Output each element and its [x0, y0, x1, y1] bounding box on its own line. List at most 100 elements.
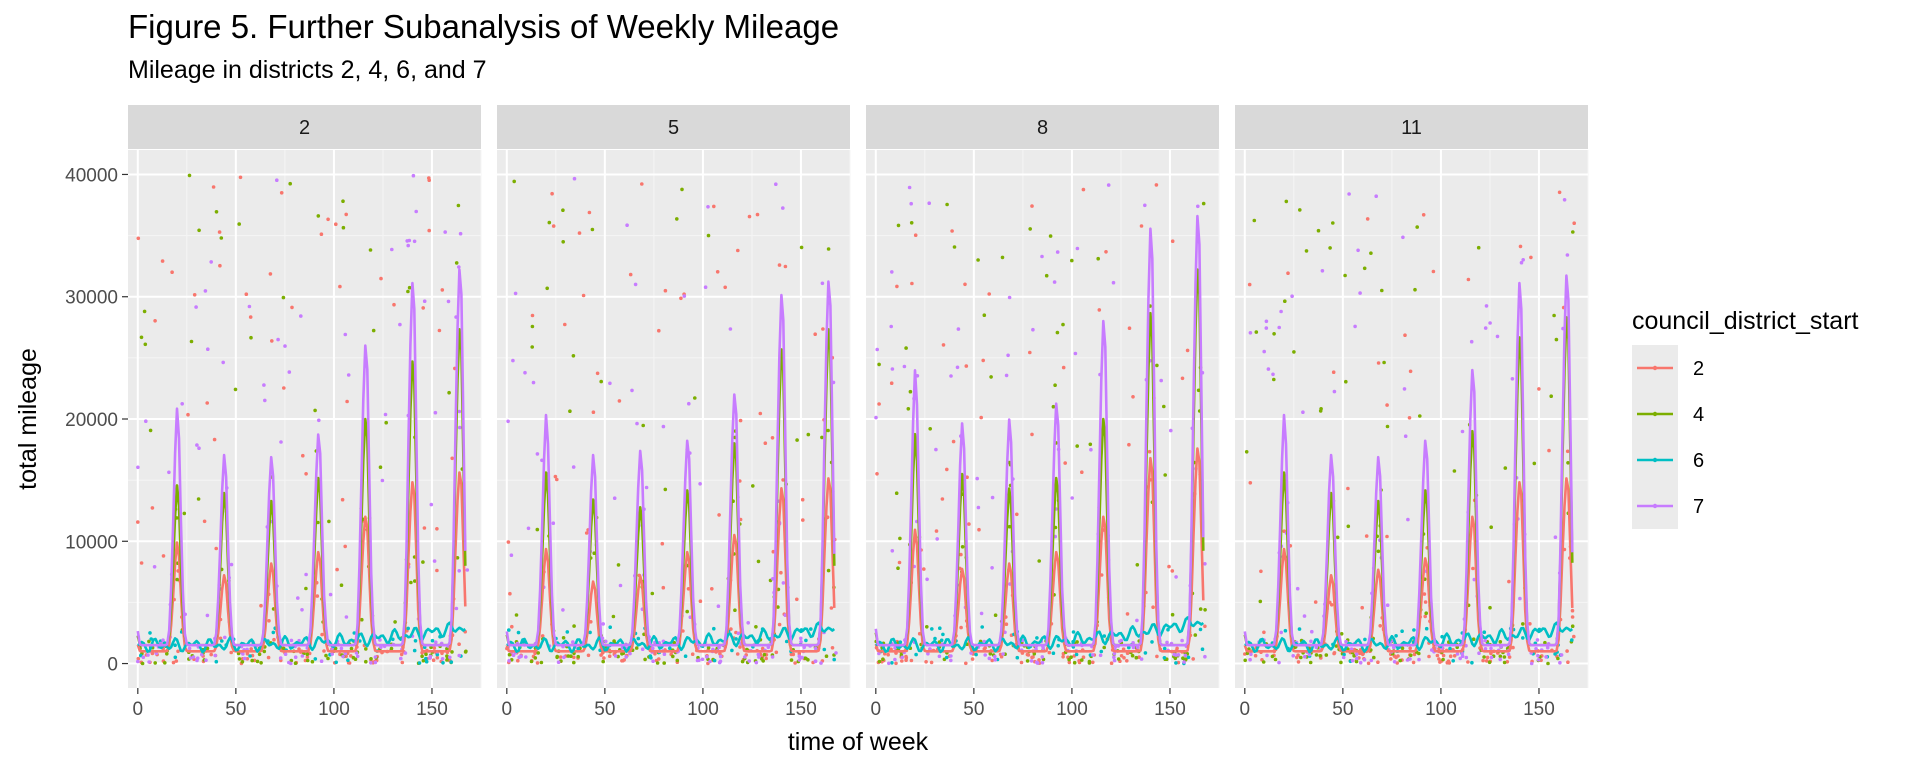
data-point-7 [630, 388, 634, 393]
data-point-7 [195, 658, 199, 663]
data-point-7 [698, 482, 702, 486]
data-point-4 [620, 652, 624, 656]
data-point-7 [1385, 603, 1390, 607]
data-point-6 [1162, 656, 1167, 660]
data-point-2 [1137, 655, 1141, 659]
data-point-4 [219, 236, 224, 240]
data-point-7 [300, 654, 305, 658]
data-point-7 [1264, 319, 1269, 324]
data-point-6 [1400, 629, 1404, 633]
data-point-2 [1507, 655, 1512, 659]
data-point-4 [288, 181, 293, 186]
data-point-7 [283, 344, 287, 348]
data-point-2 [1167, 564, 1171, 569]
data-point-6 [173, 643, 177, 647]
data-point-4 [795, 438, 799, 442]
data-point-2 [934, 529, 939, 533]
data-point-7 [1007, 295, 1012, 300]
data-point-2 [153, 319, 157, 323]
data-point-7 [458, 231, 463, 236]
data-point-2 [1030, 655, 1034, 660]
data-point-2 [1485, 655, 1490, 660]
data-point-2 [1518, 244, 1523, 249]
data-point-7 [144, 419, 148, 424]
data-point-7 [319, 659, 324, 663]
facet-strip-label: 11 [1401, 117, 1422, 139]
data-point-7 [299, 314, 303, 318]
data-point-4 [305, 658, 310, 663]
data-point-7 [716, 604, 721, 608]
data-point-7 [448, 655, 452, 660]
data-point-4 [672, 640, 676, 645]
data-point-4 [693, 396, 697, 400]
data-point-7 [457, 653, 462, 658]
data-point-2 [793, 661, 797, 665]
data-point-4 [799, 245, 804, 250]
data-point-7 [373, 660, 378, 665]
data-point-4 [512, 179, 516, 184]
data-point-7 [1506, 652, 1511, 657]
data-point-7 [893, 657, 897, 662]
data-point-2 [334, 222, 338, 226]
data-point-2 [1151, 605, 1155, 609]
data-point-6 [346, 658, 350, 662]
data-point-4 [1546, 661, 1550, 666]
data-point-2 [653, 652, 657, 656]
data-point-4 [143, 342, 148, 347]
data-point-4 [289, 658, 294, 663]
data-point-4 [1193, 633, 1198, 637]
data-point-6 [516, 630, 521, 635]
data-point-7 [601, 622, 605, 626]
data-point-4 [662, 661, 666, 665]
data-point-2 [964, 661, 968, 666]
data-point-7 [1271, 372, 1275, 377]
data-point-7 [289, 661, 293, 666]
data-point-4 [1173, 656, 1178, 661]
data-point-7 [890, 367, 895, 371]
data-point-7 [1277, 660, 1281, 665]
data-point-7 [229, 562, 234, 567]
data-point-2 [248, 315, 253, 319]
data-point-6 [668, 646, 672, 650]
data-point-2 [783, 264, 788, 269]
data-point-7 [195, 443, 199, 447]
data-point-7 [180, 402, 184, 406]
data-point-4 [1400, 646, 1405, 650]
x-tick-label: 150 [1154, 699, 1186, 720]
data-point-2 [679, 296, 683, 301]
data-point-4 [313, 408, 317, 413]
data-point-7 [1303, 654, 1307, 659]
data-point-4 [566, 654, 571, 658]
data-point-7 [1174, 575, 1178, 579]
data-point-7 [1477, 651, 1481, 655]
data-point-7 [440, 657, 445, 661]
data-point-7 [1483, 647, 1488, 651]
data-point-4 [1409, 653, 1413, 658]
data-point-6 [352, 631, 357, 635]
data-point-4 [316, 214, 321, 218]
data-point-7 [1341, 655, 1346, 660]
data-point-7 [746, 621, 750, 625]
data-point-4 [1184, 657, 1188, 661]
data-point-4 [237, 222, 241, 226]
data-point-7 [1309, 639, 1313, 644]
data-point-2 [970, 657, 975, 661]
data-point-6 [832, 657, 836, 662]
data-point-7 [289, 638, 294, 643]
data-point-7 [987, 656, 992, 661]
data-point-7 [1106, 183, 1111, 187]
data-point-2 [171, 660, 176, 665]
data-point-4 [1075, 640, 1079, 644]
data-point-7 [1277, 325, 1281, 330]
data-point-4 [877, 659, 882, 664]
data-point-4 [1441, 657, 1445, 662]
data-point-4 [1382, 360, 1386, 365]
data-point-2 [136, 656, 141, 661]
data-point-7 [300, 608, 304, 612]
data-point-2 [1154, 183, 1159, 187]
data-point-2 [209, 652, 213, 657]
facet-panel-8: 8 0 50 100 150 [866, 105, 1220, 720]
data-point-7 [612, 496, 617, 501]
data-point-2 [218, 263, 222, 268]
data-point-2 [747, 214, 752, 219]
